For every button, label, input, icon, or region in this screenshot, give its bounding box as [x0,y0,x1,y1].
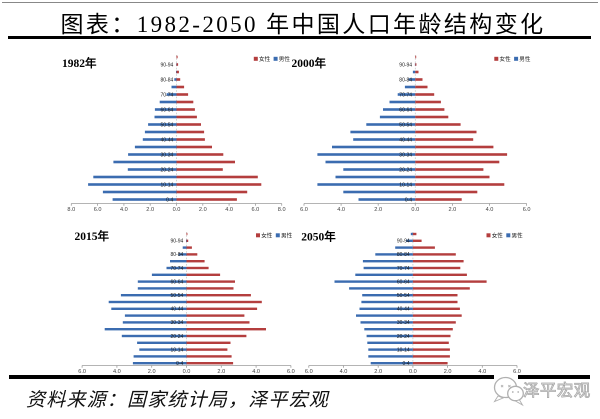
svg-text:2.0: 2.0 [444,369,452,375]
svg-text:4.0: 4.0 [486,207,494,213]
svg-text:男性: 男性 [281,232,293,240]
svg-text:0-4: 0-4 [405,197,412,203]
svg-text:60-64: 60-64 [161,107,174,113]
svg-text:0.0: 0.0 [173,207,181,213]
svg-text:6.0: 6.0 [523,207,531,213]
svg-text:女性: 女性 [492,232,504,240]
svg-text:40-44: 40-44 [171,307,184,313]
svg-text:90-94: 90-94 [171,239,184,245]
svg-text:10-14: 10-14 [171,347,184,353]
svg-text:男性: 男性 [512,232,524,240]
svg-text:4.0: 4.0 [340,369,348,375]
svg-text:60-64: 60-64 [171,279,184,285]
svg-text:80-84: 80-84 [171,252,184,258]
svg-text:2.0: 2.0 [449,207,457,213]
svg-text:2.0: 2.0 [199,207,207,213]
svg-text:30-34: 30-34 [161,152,174,158]
svg-text:50-54: 50-54 [161,122,174,128]
svg-text:50-54: 50-54 [171,293,184,299]
svg-text:女性: 女性 [261,232,273,240]
svg-text:40-44: 40-44 [399,137,412,143]
svg-text:20-24: 20-24 [171,334,184,340]
svg-text:4.0: 4.0 [225,207,233,213]
svg-text:90-94: 90-94 [399,62,412,68]
svg-text:50-54: 50-54 [399,122,412,128]
svg-text:2.0: 2.0 [146,207,154,213]
svg-text:2.0: 2.0 [148,369,156,375]
svg-text:1982年: 1982年 [62,56,97,70]
svg-text:6.0: 6.0 [94,207,102,213]
svg-text:6.0: 6.0 [287,369,295,375]
svg-text:6.0: 6.0 [78,369,86,375]
svg-text:4.0: 4.0 [337,207,345,213]
svg-text:0.0: 0.0 [183,369,191,375]
svg-text:0-4: 0-4 [176,361,183,367]
svg-text:50-54: 50-54 [397,293,410,299]
svg-text:4.0: 4.0 [120,207,128,213]
svg-text:70-74: 70-74 [397,266,410,272]
svg-text:0-4: 0-4 [166,197,173,203]
svg-text:男性: 男性 [519,55,531,63]
svg-text:70-74: 70-74 [399,92,412,98]
svg-text:80-84: 80-84 [161,77,174,83]
svg-text:10-14: 10-14 [397,347,410,353]
svg-text:70-74: 70-74 [161,92,174,98]
svg-text:2000年: 2000年 [292,56,327,70]
svg-text:女性: 女性 [500,55,512,63]
svg-text:20-24: 20-24 [161,167,174,173]
svg-text:70-74: 70-74 [171,266,184,272]
svg-text:10-14: 10-14 [161,182,174,188]
svg-text:30-34: 30-34 [171,320,184,326]
svg-text:女性: 女性 [259,55,271,63]
svg-text:2.0: 2.0 [374,369,382,375]
svg-text:2.0: 2.0 [374,207,382,213]
svg-text:泽平宏观: 泽平宏观 [523,381,591,400]
svg-text:90-94: 90-94 [397,239,410,245]
svg-text:4.0: 4.0 [252,369,260,375]
svg-text:6.0: 6.0 [300,207,308,213]
svg-text:4.0: 4.0 [113,369,121,375]
svg-text:0.0: 0.0 [411,207,419,213]
svg-text:80-84: 80-84 [397,252,410,258]
svg-text:2050年: 2050年 [301,230,336,244]
svg-text:0.0: 0.0 [409,369,417,375]
svg-text:80-84: 80-84 [399,77,412,83]
svg-text:40-44: 40-44 [397,307,410,313]
svg-text:8.0: 8.0 [278,207,286,213]
svg-text:0-4: 0-4 [402,361,409,367]
svg-text:30-34: 30-34 [399,152,412,158]
svg-text:20-24: 20-24 [397,334,410,340]
svg-text:20-24: 20-24 [399,167,412,173]
svg-text:30-34: 30-34 [397,320,410,326]
svg-text:60-64: 60-64 [397,279,410,285]
svg-text:6.0: 6.0 [252,207,260,213]
svg-text:10-14: 10-14 [399,182,412,188]
svg-text:60-64: 60-64 [399,107,412,113]
svg-text:6.0: 6.0 [305,369,313,375]
svg-text:男性: 男性 [279,55,291,63]
svg-text:40-44: 40-44 [161,137,174,143]
svg-text:90-94: 90-94 [161,62,174,68]
svg-text:4.0: 4.0 [478,369,486,375]
svg-text:2.0: 2.0 [217,369,225,375]
svg-text:2015年: 2015年 [75,229,110,243]
svg-text:8.0: 8.0 [67,207,75,213]
